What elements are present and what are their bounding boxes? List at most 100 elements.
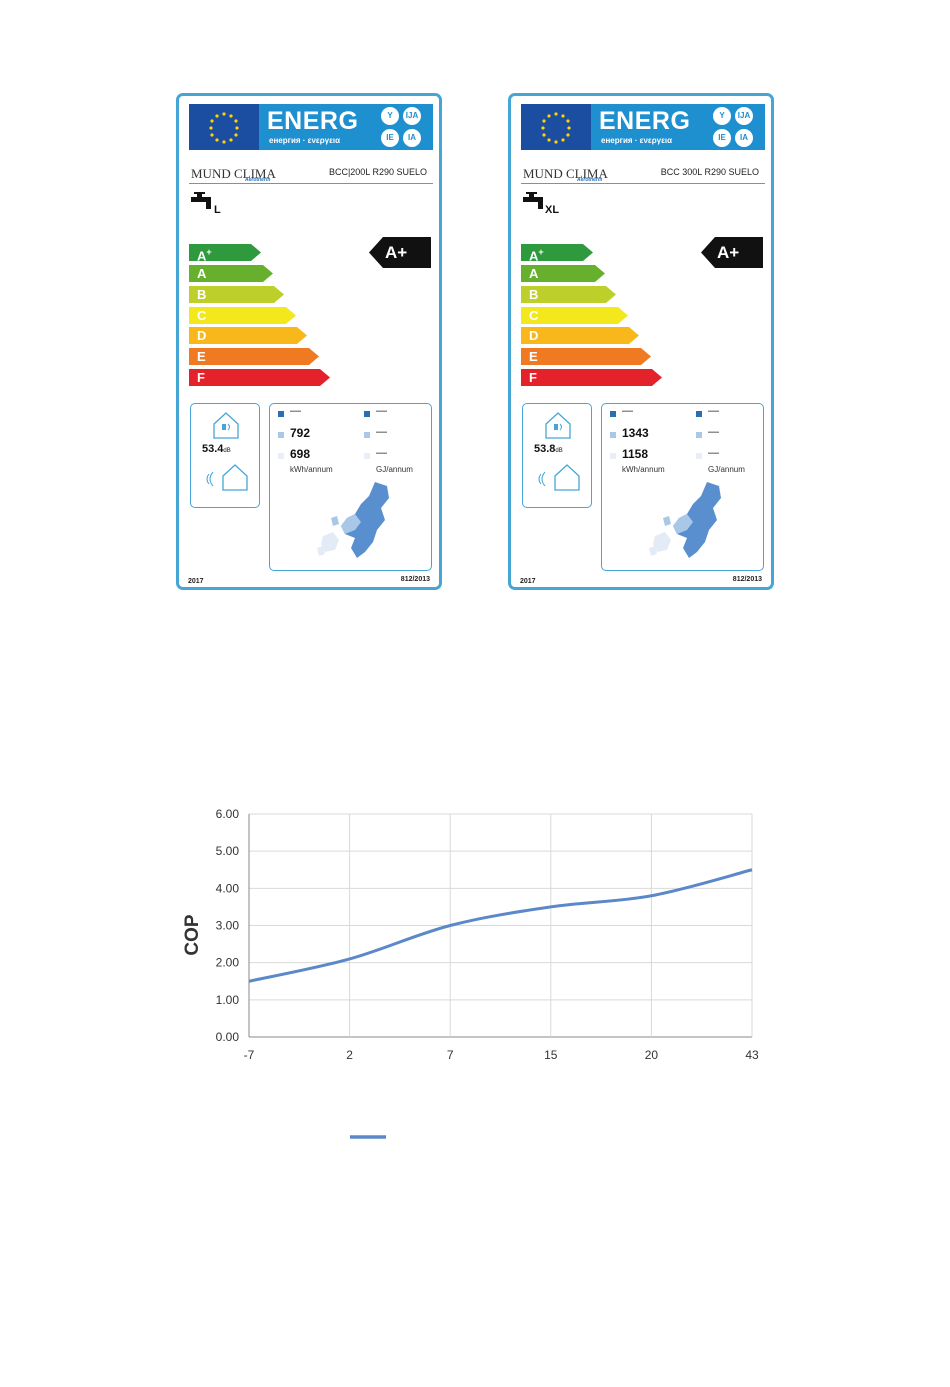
unit-kwh: kWh/annum [622,465,665,474]
legend-square [610,453,616,459]
energy-label-2: ENERG енергия · ενεργεια Y IJA IE IA MUN… [508,93,774,590]
dash: — [708,426,719,438]
class-bar-e: E [189,348,319,365]
class-bar-b: B [189,286,284,303]
energ-title: ENERG [267,107,359,135]
brand-subtitle: Aerotherm [245,177,271,183]
brand-name: MUND CLIMA [191,166,276,181]
dash: — [708,405,719,417]
class-bar-a-plus: A+ [189,244,261,261]
legend-square [278,411,284,417]
dash: — [708,447,719,459]
unit-gj: GJ/annum [708,465,745,474]
consumption-box: — — 792 — 698 — kWh/annum GJ/annum [269,403,432,571]
lang-badge: Y [713,107,731,125]
consumption-box: — — 1343 — 1158 — kWh/annum GJ/annum [601,403,764,571]
class-bar-d: D [189,327,307,344]
label-header: ENERG енергия · ενεργεια Y IJA IE IA [521,104,765,150]
tap-icon [189,192,215,217]
energy-label-1: ENERG енергия · ενεργεια Y IJA IE IA MUN… [176,93,442,590]
y-tick-label: 0.00 [216,1030,240,1044]
y-tick-label: 3.00 [216,919,240,933]
divider [189,183,433,184]
y-tick-label: 2.00 [216,956,240,970]
model-name: BCC 300L R290 SUELO [660,167,759,177]
europe-map-icon [315,478,400,568]
class-bar-c: C [189,307,296,324]
lang-badge: IE [713,129,731,147]
sound-power-box: 53.8dB [522,403,592,508]
label-year: 2017 [188,578,204,585]
eu-flag-icon [189,104,259,150]
outdoor-sound-icon [533,462,583,497]
class-bar-b: B [521,286,616,303]
lang-badge: IA [403,129,421,147]
x-tick-label: -7 [244,1048,255,1062]
y-tick-label: 1.00 [216,993,240,1007]
class-bar-e: E [521,348,651,365]
dash: — [376,426,387,438]
consumption-kwh-warmer: 1158 [622,447,649,461]
dash: — [376,447,387,459]
consumption-kwh-average: 792 [290,426,311,440]
y-tick-label: 5.00 [216,844,240,858]
dash: — [622,405,633,417]
legend-square [278,453,284,459]
lang-badge: IE [381,129,399,147]
tap-icon [521,192,547,217]
load-profile: XL [545,204,560,216]
x-tick-label: 2 [346,1048,353,1062]
legend-square [364,453,370,459]
sound-value: 53.4dB [202,443,231,455]
class-bar-c: C [521,307,628,324]
legend-square [364,432,370,438]
lang-badge: IJA [735,107,753,125]
x-tick-label: 7 [447,1048,454,1062]
legend-square [696,432,702,438]
legend-square [610,411,616,417]
consumption-kwh-average: 1343 [622,426,649,440]
energ-languages: енергия · ενεργεια [601,136,673,145]
eu-flag-icon [521,104,591,150]
class-bar-a: A [521,265,605,282]
legend-square [696,453,702,459]
energ-languages: енергия · ενεργεια [269,136,341,145]
unit-gj: GJ/annum [376,465,413,474]
regulation-number: 812/2013 [732,576,762,583]
x-tick-label: 15 [544,1048,558,1062]
legend-square [278,432,284,438]
energ-title: ENERG [599,107,691,135]
divider [521,183,765,184]
sound-power-box: 53.4dB [190,403,260,508]
europe-map-icon [647,478,732,568]
series-line [248,868,753,983]
model-name: BCC|200L R290 SUELO [328,167,427,177]
speaker-house-icon [211,410,241,445]
x-tick-label: 43 [745,1048,759,1062]
legend-square [696,411,702,417]
label-year: 2017 [520,578,536,585]
class-bar-a: A [189,265,273,282]
load-profile: L [214,204,221,216]
class-bar-f: F [521,369,662,386]
outdoor-sound-icon [201,462,251,497]
regulation-number: 812/2013 [400,576,430,583]
brand-name: MUND CLIMA [523,166,608,181]
legend-square [364,411,370,417]
label-header: ENERG енергия · ενεργεια Y IJA IE IA [189,104,433,150]
consumption-kwh-warmer: 698 [290,447,311,461]
rating-arrow: A+ [369,237,431,268]
x-tick-label: 20 [645,1048,659,1062]
lang-badge: IJA [403,107,421,125]
speaker-house-icon [543,410,573,445]
unit-kwh: kWh/annum [290,465,333,474]
brand-subtitle: Aerotherm [577,177,603,183]
y-axis-label: COP [182,914,203,956]
dash: — [376,405,387,417]
class-bar-a-plus: A+ [521,244,593,261]
class-bar-d: D [521,327,639,344]
lang-badge: Y [381,107,399,125]
dash: — [290,405,301,417]
sound-value: 53.8dB [534,443,563,455]
